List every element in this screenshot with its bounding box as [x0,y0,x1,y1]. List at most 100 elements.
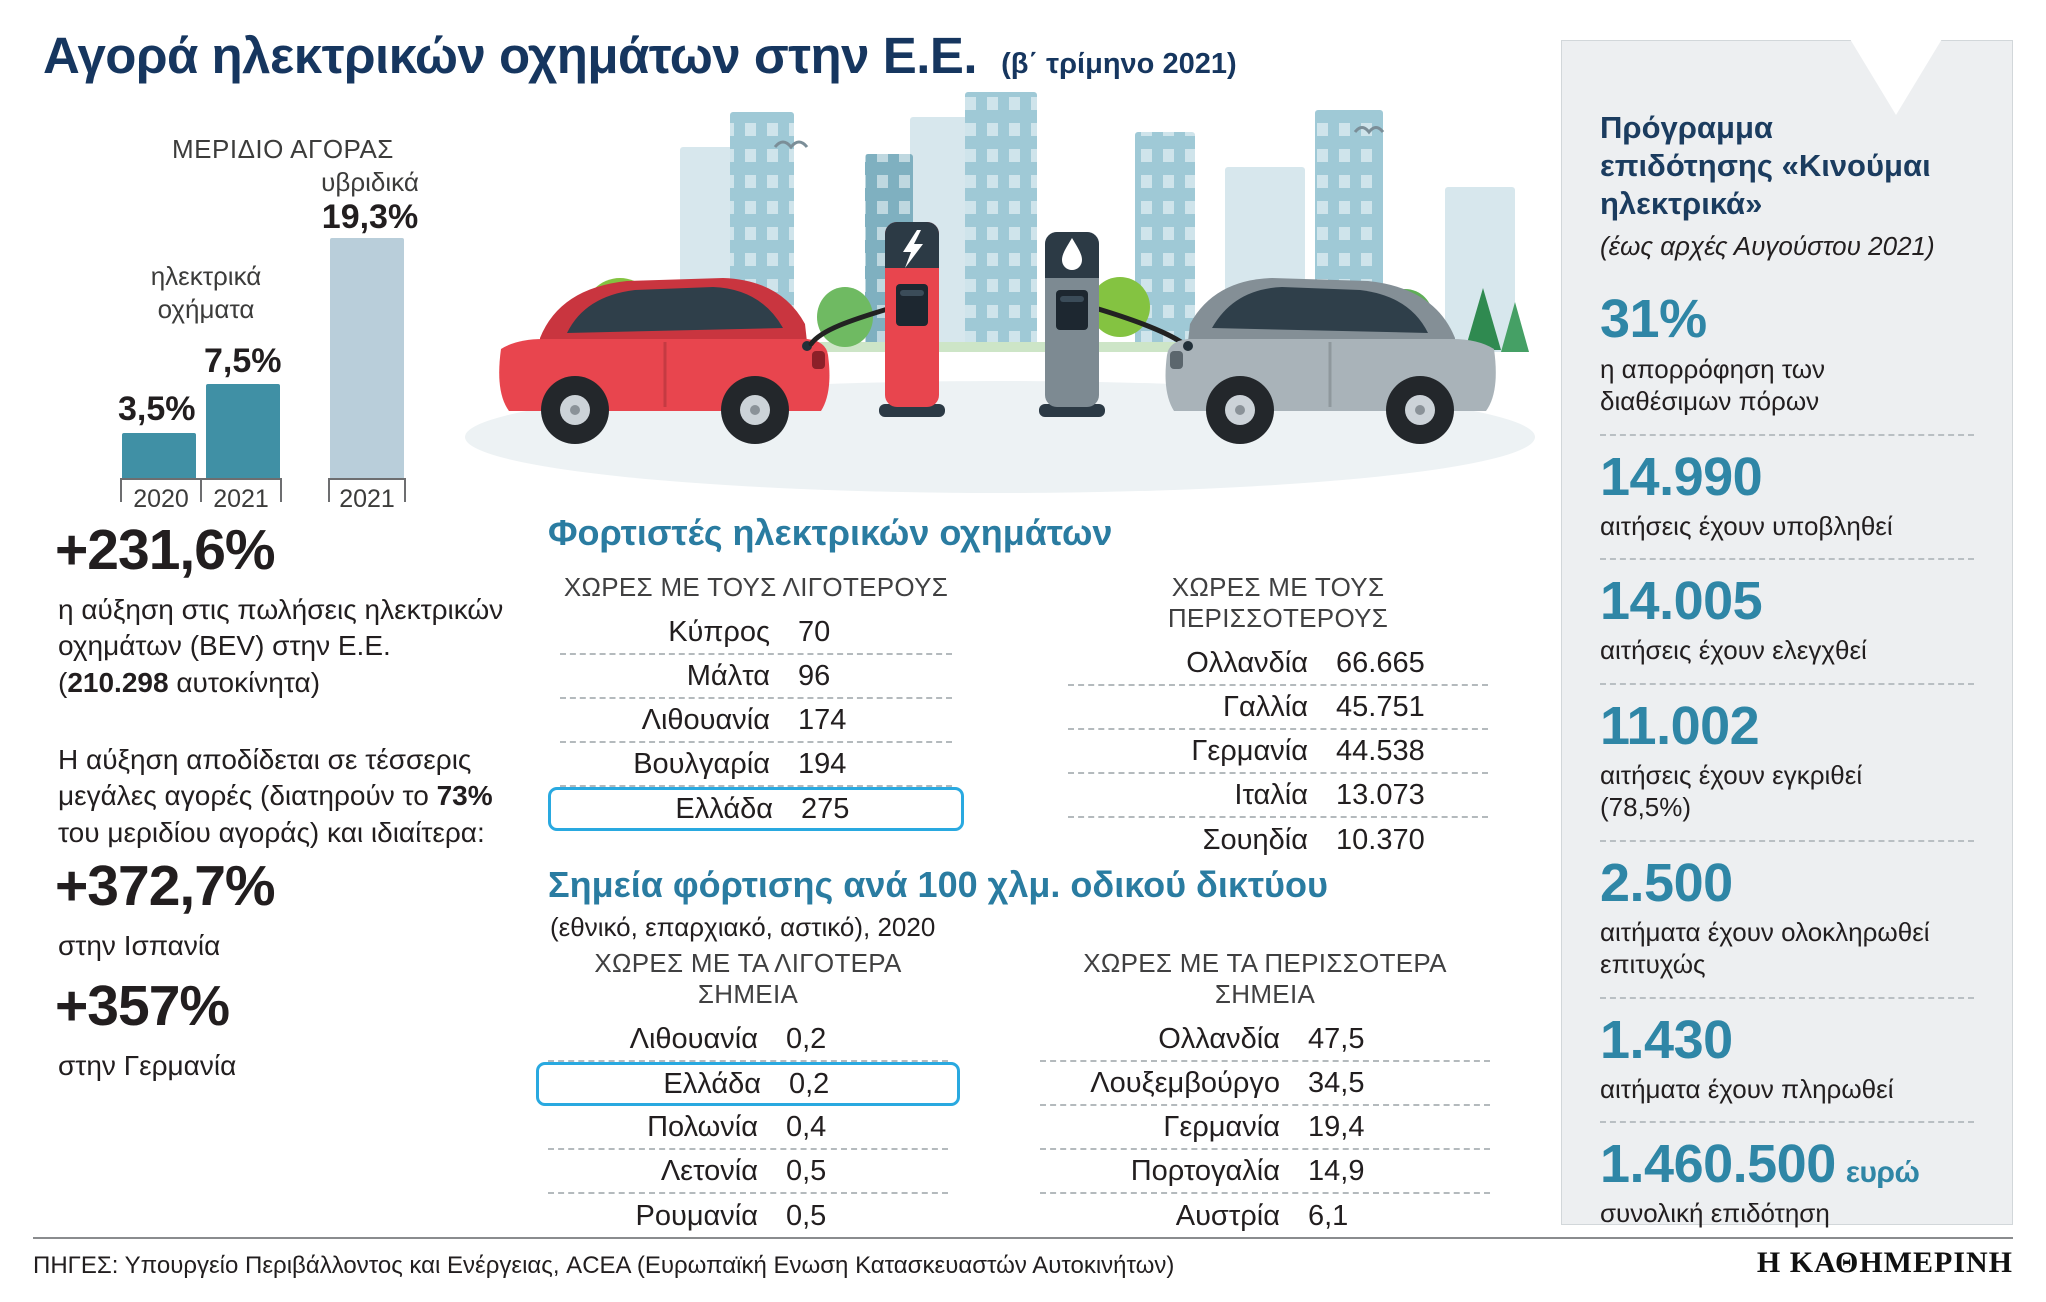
country-label: Λιθουανία [629,1022,758,1055]
table-row: Λιθουανία 174 [560,699,952,743]
hybrid-label: υβριδικά [321,167,419,197]
value-label: 275 [801,792,850,825]
subsidy-panel: Πρόγραμμα επιδότησης «Κινούμαι ηλεκτρικά… [1561,39,2013,1228]
points-fewest-table: ΧΩΡΕΣ ΜΕ ΤΑ ΛΙΓΟΤΕΡΑ ΣΗΜΕΙΑ Λιθουανία 0,… [536,948,960,1238]
bev-growth-value: +231,6% [55,518,276,582]
axis-label-2020: 2020 [133,485,189,513]
country-label: Πορτογαλία [1130,1154,1280,1187]
country-label: Ιταλία [1234,778,1308,811]
stat-value: 14.005 [1600,571,1763,632]
table-row-highlighted-greece: Ελλάδα 275 [548,787,964,831]
markets-line3: του μεριδίου αγοράς) και ιδιαίτερα: [58,816,485,848]
table-header: ΧΩΡΕΣ ΜΕ ΤΟΥΣ ΛΙΓΟΤΕΡΟΥΣ [563,572,949,602]
value-label: 10.370 [1336,823,1425,856]
stat-desc: η απορρόφηση των διαθέσιμων πόρων [1600,353,1826,417]
spain-growth-value: +372,7% [55,854,276,918]
value-label: 194 [798,747,847,780]
sources-text: ΠΗΓΕΣ: Υπουργείο Περιβάλλοντος και Ενέργ… [33,1252,1175,1279]
table-row: Ολλανδία 47,5 [1040,1018,1490,1062]
stat-desc: αιτήματα έχουν ολοκληρωθεί επιτυχώς [1600,916,1930,980]
table-row: Ολλανδία 66.665 [1068,642,1488,686]
stat-value: 31% [1600,289,1707,350]
section-heading: Σημεία φόρτισης ανά 100 χλμ. οδικού δικτ… [548,864,1328,905]
stat-desc: συνολική επιδότηση [1600,1198,1830,1229]
footer-divider [33,1237,2013,1239]
value-label: 45.751 [1336,690,1425,723]
value-label: 44.538 [1336,734,1425,767]
country-label: Ελλάδα [663,1067,761,1100]
chart-title: ΜΕΡΙΔΙΟ ΑΓΟΡΑΣ [172,134,394,164]
country-label: Γερμανία [1191,734,1308,767]
country-label: Ελλάδα [675,792,773,825]
red-charging-station [808,222,945,417]
electric-label: ηλεκτρικά οχήματα [150,261,262,324]
country-label: Βουλγαρία [633,747,770,780]
axis-tick [280,480,282,502]
subsidy-stat-submitted: 14.990 αιτήσεις έχουν υποβληθεί [1600,433,1974,559]
value-label: 34,5 [1308,1066,1365,1099]
germany-label: στην Γερμανία [58,1050,237,1081]
stat-value: 1.460.500 ευρώ [1600,1137,1974,1192]
country-label: Λιθουανία [641,703,770,736]
kathimerini-logo: Η ΚΑΘΗΜΕΡΙΝΗ [1756,1246,2013,1279]
hybrid-value: 19,3% [321,198,419,236]
value-label: 0,2 [786,1022,827,1055]
country-label: Πολωνία [647,1110,758,1143]
gray-charging-station [1039,232,1187,417]
stat-desc: αιτήσεις έχουν υποβληθεί [1600,510,1893,541]
charging-cable [808,305,894,347]
x-axis-electric: 2020 2021 [120,478,282,514]
axis-tick [404,480,406,502]
gray-car-illustration [1165,278,1496,444]
electric-2020-value: 3,5% [118,390,196,428]
markets-paragraph: Η αύξηση αποδίδεται σε τέσσερις μεγάλες … [58,742,538,851]
table-header: ΧΩΡΕΣ ΜΕ ΤΑ ΛΙΓΟΤΕΡΑ ΣΗΜΕΙΑ [594,948,902,1009]
subsidy-title: Πρόγραμμα επιδότησης «Κινούμαι ηλεκτρικά… [1600,110,1931,221]
country-label: Ρουμανία [635,1199,758,1232]
table-row: Μάλτα 96 [560,655,952,699]
country-label: Μάλτα [686,659,770,692]
bar-2021-electric [206,384,280,478]
markets-73pct: 73% [436,780,493,812]
table-header: ΧΩΡΕΣ ΜΕ ΤΑ ΠΕΡΙΣΣΟΤΕΡΑ ΣΗΜΕΙΑ [1083,948,1447,1009]
country-label: Σουηδία [1202,823,1308,856]
country-label: Λετονία [660,1154,758,1187]
chargers-most-table: ΧΩΡΕΣ ΜΕ ΤΟΥΣ ΠΕΡΙΣΣΟΤΕΡΟΥΣ Ολλανδία 66.… [1068,572,1488,862]
subsidy-stat-completed: 2.500 αιτήματα έχουν ολοκληρωθεί επιτυχώ… [1600,839,1974,997]
subsidy-stat-absorption: 31% η απορρόφηση των διαθέσιμων πόρων [1600,278,1974,433]
subsidy-stat-approved: 11.002 αιτήσεις έχουν εγκριθεί (78,5%) [1600,682,1974,840]
value-label: 19,4 [1308,1110,1365,1143]
value-label: 0,5 [786,1199,827,1232]
country-label: Γαλλία [1223,690,1308,723]
table-row: Κύπρος 70 [560,611,952,655]
table-header: ΧΩΡΕΣ ΜΕ ΤΟΥΣ ΠΕΡΙΣΣΟΤΕΡΟΥΣ [1167,572,1389,633]
table-row: Αυστρία 6,1 [1040,1194,1490,1238]
birds [773,126,1385,150]
germany-growth-value: +357% [55,974,230,1038]
subsidy-subtitle: (έως αρχές Αυγούστου 2021) [1600,231,1935,262]
bev-cars-rest: αυτοκίνητα) [168,666,321,698]
axis-tick [200,480,202,502]
subsidy-stat-checked: 14.005 αιτήσεις έχουν ελεγχθεί [1600,558,1974,683]
table-row: Πορτογαλία 14,9 [1040,1150,1490,1194]
subsidy-stats-list: 31% η απορρόφηση των διαθέσιμων πόρων 14… [1600,278,1974,1246]
bev-cars-number: 210.298 [67,666,169,698]
section-heading: Φορτιστές ηλεκτρικών οχημάτων [548,512,1113,553]
x-axis-hybrid: 2021 [328,478,406,514]
value-label: 47,5 [1308,1022,1365,1055]
value-label: 174 [798,703,847,736]
markets-line2: μεγάλες αγορές (διατηρούν το 73% [58,778,538,814]
bar-2020-electric [122,433,196,478]
bev-desc-line2: οχημάτων (BEV) στην Ε.Ε. [58,630,391,662]
subsidy-stat-total: 1.460.500 ευρώ συνολική επιδότηση [1600,1121,1974,1246]
axis-label-2021: 2021 [213,485,269,513]
chargers-fewest-table: ΧΩΡΕΣ ΜΕ ΤΟΥΣ ΛΙΓΟΤΕΡΟΥΣ Κύπρος 70 Μάλτα… [548,572,964,831]
country-label: Κύπρος [668,615,770,648]
subsidy-total-number: 1.460.500 [1600,1134,1836,1195]
table-row: Λετονία 0,5 [548,1150,948,1194]
red-car-illustration [499,278,830,444]
country-label: Αυστρία [1175,1199,1280,1232]
table-row: Πολωνία 0,4 [548,1106,948,1150]
table-row: Γερμανία 44.538 [1068,730,1488,774]
